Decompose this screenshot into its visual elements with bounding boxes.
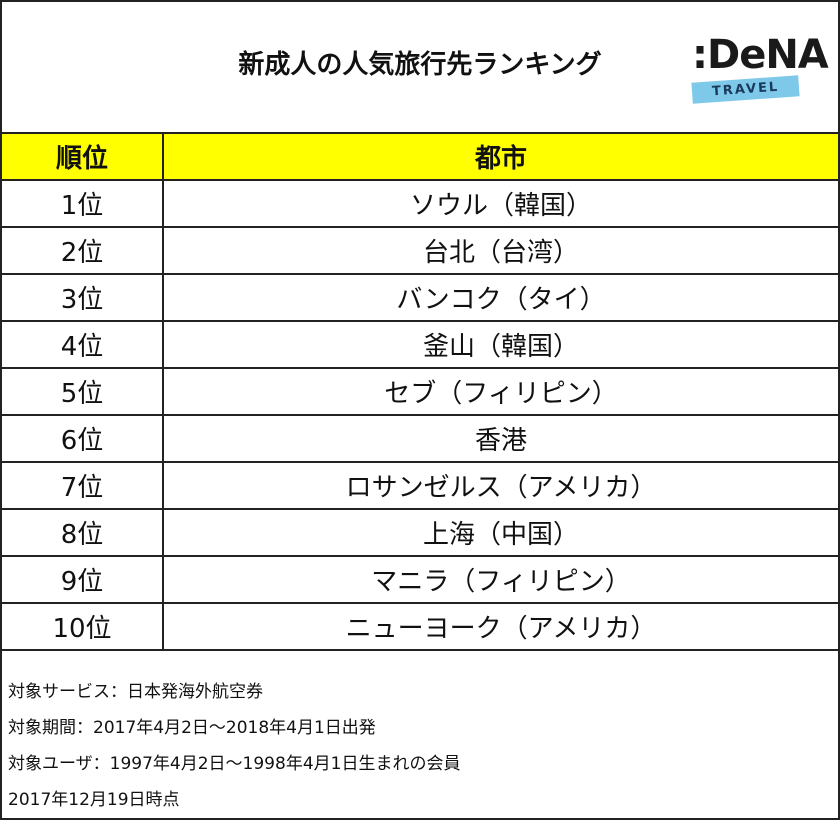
table-row: 3位 バンコク（タイ） [2,273,838,322]
rank-cell: 5位 [2,367,164,416]
rank-cell: 7位 [2,461,164,510]
rank-cell: 1位 [2,179,164,228]
city-cell: 香港 [162,414,838,463]
notes: 対象サービス：日本発海外航空券対象期間：2017年4月2日～2018年4月1日出… [8,674,460,818]
table-row: 5位 セブ（フィリピン） [2,367,838,416]
note: 対象期間：2017年4月2日～2018年4月1日出発 [8,718,376,738]
rank-cell: 6位 [2,414,164,463]
city-cell: ニューヨーク（アメリカ） [162,602,838,651]
title: 新成人の人気旅行先ランキング [238,50,602,80]
table-row: 4位 釜山（韓国） [2,320,838,369]
column-header: 順位 [2,132,164,181]
rank-cell: 4位 [2,320,164,369]
city-cell: ロサンゼルス（アメリカ） [162,461,838,510]
note: 対象サービス：日本発海外航空券 [8,682,263,702]
city-cell: セブ（フィリピン） [162,367,838,416]
city-cell: ソウル（韓国） [162,179,838,228]
rank-cell: 2位 [2,226,164,275]
table-row: 1位 ソウル（韓国） [2,179,838,228]
rank-cell: 8位 [2,508,164,557]
table-row: 8位 上海（中国） [2,508,838,557]
table-row: 2位 台北（台湾） [2,226,838,275]
logo-name: :DeNA [692,32,829,78]
table-row: 10位 ニューヨーク（アメリカ） [2,602,838,651]
ranking-table: 順位 都市 1位 ソウル（韓国） 2位 台北（台湾） 3位 バンコク（タイ） 4位 釜山（韓国） 5… [2,132,838,651]
rank-cell: 10位 [2,602,164,651]
logo-sub: TRAVEL [691,75,800,104]
table-row: 7位 ロサンゼルス（アメリカ） [2,461,838,510]
rank-cell: 9位 [2,555,164,604]
table-row: 6位 香港 [2,414,838,463]
column-header: 都市 [162,132,838,181]
city-cell: 台北（台湾） [162,226,838,275]
city-cell: 釜山（韓国） [162,320,838,369]
city-cell: マニラ（フィリピン） [162,555,838,604]
note: 2017年12月19日時点 [8,790,180,810]
logo: :DeNA TRAVEL [691,32,829,104]
note: 対象ユーザ：1997年4月2日～1998年4月1日生まれの会員 [8,754,461,774]
city-cell: 上海（中国） [162,508,838,557]
city-cell: バンコク（タイ） [162,273,838,322]
table-row: 9位 マニラ（フィリピン） [2,555,838,604]
rank-cell: 3位 [2,273,164,322]
